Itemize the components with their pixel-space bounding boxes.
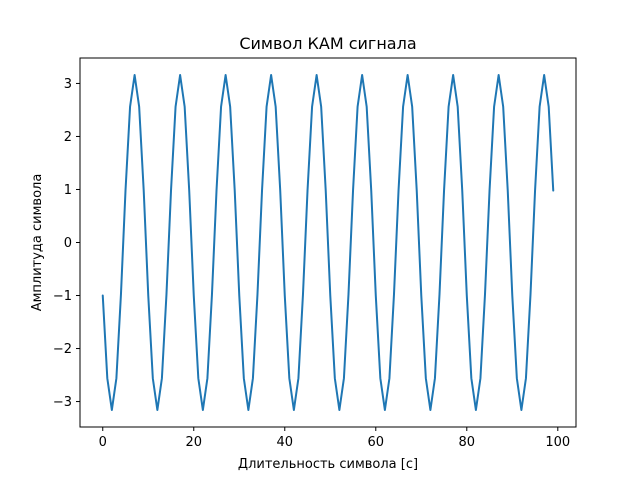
y-tick-label: 2	[64, 130, 72, 145]
x-axis-ticks: 0 20 40 60 80 100	[99, 427, 570, 450]
x-axis-label: Длительность символа [с]	[238, 457, 418, 472]
y-tick-label: −3	[53, 395, 72, 410]
x-tick-label: 100	[545, 435, 570, 450]
y-tick-label: −2	[53, 342, 72, 357]
chart-title: Символ КАМ сигнала	[239, 34, 416, 53]
y-axis-label: Амплитуда символа	[30, 174, 45, 312]
plot-area-frame	[79, 57, 577, 428]
y-tick-label: −1	[53, 289, 72, 304]
x-tick-label: 80	[459, 435, 476, 450]
x-tick-label: 20	[185, 435, 202, 450]
y-axis-ticks: −3 −2 −1 0 1 2 3	[53, 77, 80, 410]
y-tick-label: 3	[64, 77, 72, 92]
series-line-qam-symbol	[101, 73, 555, 412]
x-tick-label: 60	[368, 435, 385, 450]
x-tick-label: 0	[99, 435, 107, 450]
y-tick-label: 0	[64, 236, 72, 251]
y-tick-label: 1	[64, 183, 72, 198]
x-tick-label: 40	[276, 435, 293, 450]
